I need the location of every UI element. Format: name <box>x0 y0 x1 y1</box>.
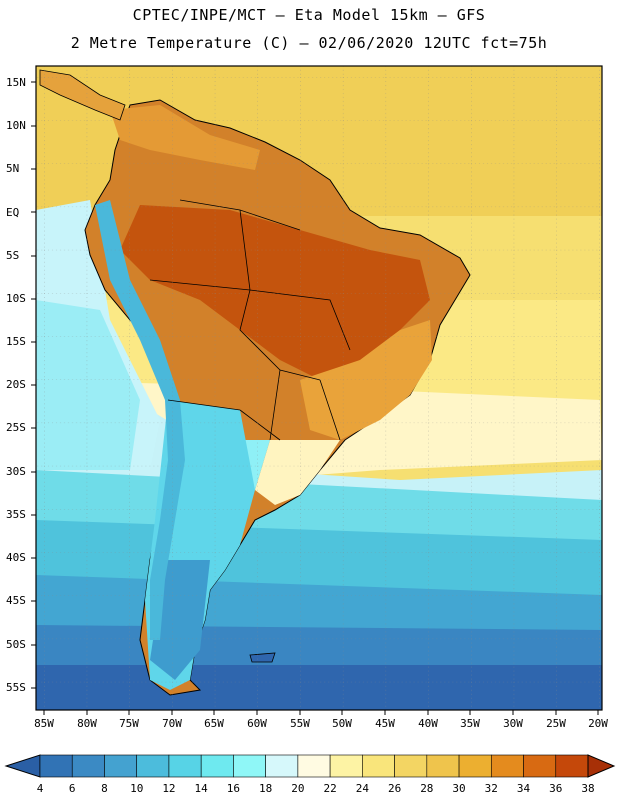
colorbar-label: 30 <box>452 782 466 795</box>
colorbar-swatch <box>523 754 557 778</box>
colorbar-label: 34 <box>516 782 531 795</box>
colorbar-swatch <box>329 754 363 778</box>
lon-label: 45W <box>375 717 395 730</box>
colorbar-label: 8 <box>101 782 108 795</box>
colorbar-swatch <box>168 754 202 778</box>
colorbar-label: 4 <box>36 782 44 795</box>
colorbar-label: 36 <box>549 782 563 795</box>
colorbar-low-arrow <box>4 754 41 778</box>
colorbar-swatch <box>136 754 170 778</box>
colorbar-swatch <box>233 754 266 778</box>
colorbar-swatch <box>104 754 138 778</box>
colorbar-label: 6 <box>68 782 76 795</box>
lat-label: 40S <box>6 551 26 564</box>
lat-label: EQ <box>6 206 20 219</box>
colorbar-swatch <box>458 754 492 778</box>
colorbar-swatch <box>200 754 234 778</box>
lat-label: 5N <box>6 162 20 175</box>
lat-label: 55S <box>6 681 26 694</box>
colorbar-swatch <box>71 754 105 778</box>
colorbar-label: 24 <box>355 782 369 795</box>
lon-label: 55W <box>290 717 310 730</box>
colorbar-swatch <box>265 754 299 778</box>
lat-label: 25S <box>6 421 26 434</box>
color-scale-bar <box>4 754 616 778</box>
colorbar-label: 18 <box>259 782 273 795</box>
colorbar-label: 28 <box>420 782 434 795</box>
colorbar-label: 14 <box>194 782 208 795</box>
title-line-2: 2 Metre Temperature (C) – 02/06/2020 12U… <box>70 34 548 52</box>
colorbar-label: 10 <box>130 782 144 795</box>
colorbar-label: 38 <box>581 782 595 795</box>
lat-label: 15N <box>6 76 26 89</box>
colorbar-swatch <box>555 754 589 778</box>
lat-label: 10N <box>6 119 26 132</box>
map-frame <box>35 65 603 711</box>
colorbar-label: 20 <box>291 782 305 795</box>
lon-label: 65W <box>204 717 224 730</box>
lon-label: 30W <box>503 717 523 730</box>
lat-label: 50S <box>6 638 26 651</box>
lat-label: 45S <box>6 594 26 607</box>
colorbar-swatch <box>362 754 395 778</box>
colorbar-label: 16 <box>226 782 241 795</box>
lat-label: 5S <box>6 249 20 262</box>
colorbar-swatch <box>394 754 428 778</box>
lat-label: 35S <box>6 508 26 521</box>
colorbar-swatch <box>297 754 331 778</box>
lon-label: 75W <box>119 717 139 730</box>
lon-label: 20W <box>588 717 608 730</box>
lon-label: 60W <box>247 717 267 730</box>
colorbar-swatch <box>426 754 460 778</box>
lat-label: 30S <box>6 465 26 478</box>
lon-label: 50W <box>332 717 352 730</box>
title-line-1: CPTEC/INPE/MCT – Eta Model 15km – GFS <box>132 6 486 24</box>
lon-label: 35W <box>460 717 480 730</box>
lon-label: 85W <box>34 717 54 730</box>
colorbar-label: 22 <box>323 782 337 795</box>
lat-label: 20S <box>6 378 26 391</box>
colorbar-label: 26 <box>387 782 402 795</box>
lat-label: 10S <box>6 292 26 305</box>
lon-label: 40W <box>418 717 438 730</box>
colorbar-high-arrow <box>587 754 616 778</box>
colorbar-swatch <box>490 754 524 778</box>
colorbar-label: 32 <box>484 782 498 795</box>
colorbar-label: 12 <box>162 782 176 795</box>
lon-label: 70W <box>162 717 182 730</box>
lon-label: 80W <box>77 717 97 730</box>
lon-label: 25W <box>546 717 566 730</box>
colorbar-swatch <box>39 754 73 778</box>
lat-label: 15S <box>6 335 26 348</box>
